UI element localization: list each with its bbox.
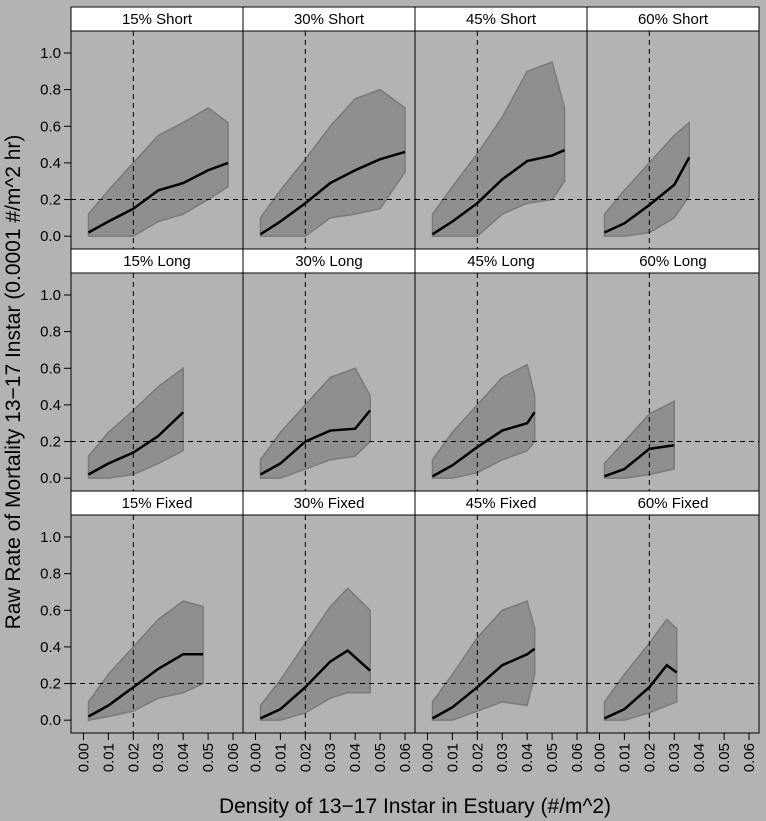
strip [70,6,244,32]
x-axis-label: Density of 13−17 Instar in Estuary (#/m^… [219,795,611,818]
y-tick-label: 0.8 [40,324,61,341]
y-tick-label: 1.0 [40,287,61,304]
x-tick-label: 0.04 [691,743,708,772]
strip-title: 30% Fixed [294,495,365,512]
strip-title: 45% Fixed [466,495,537,512]
smooth-line [604,443,675,478]
strip-title: 15% Fixed [122,495,193,512]
x-tick-label: 0.06 [397,743,414,772]
y-tick-label: 0.2 [40,434,61,451]
y-tick-label: 0.0 [40,228,61,245]
strip [586,6,760,32]
smooth-line [603,663,678,720]
x-tick-label: 0.00 [591,743,608,772]
strip [414,6,588,32]
y-tick-label: 0.0 [40,470,61,487]
strip [242,248,416,274]
x-tick-label: 0.03 [494,743,511,772]
x-tick-label: 0.00 [75,743,92,772]
smooth-line [259,649,371,720]
x-tick-label: 0.04 [175,743,192,772]
observation-cloud [259,88,406,237]
x-tick-label: 0.03 [150,743,167,772]
observation-cloud [87,600,204,722]
strip-title: 15% Long [123,253,191,270]
x-tick-label: 0.00 [419,743,436,772]
x-tick-label: 0.02 [469,743,486,772]
strip-title: 15% Short [122,11,193,28]
observation-cloud [431,600,536,721]
y-tick-label: 0.2 [40,676,61,693]
y-tick-label: 0.6 [40,118,61,135]
smooth-line [259,150,406,236]
y-tick-label: 0.0 [40,712,61,729]
observation-cloud [603,400,675,479]
strip [586,248,760,274]
strip-title: 60% Long [639,253,707,270]
y-tick-label: 0.8 [40,82,61,99]
strip-title: 45% Short [466,11,537,28]
x-tick-label: 0.05 [716,743,733,772]
y-tick-label: 1.0 [40,529,61,546]
observation-cloud [603,120,690,237]
observation-cloud [87,107,229,237]
x-tick-label: 0.03 [666,743,683,772]
y-axis-label: Raw Rate of Mortality 13−17 Instar (0.00… [2,135,25,630]
x-tick-label: 0.01 [616,743,633,772]
strip [414,490,588,516]
x-tick-label: 0.05 [544,743,561,772]
strip [242,490,416,516]
smooth-line [87,161,229,234]
y-tick-label: 0.4 [40,397,61,414]
smooth-line [603,156,691,234]
strip [414,248,588,274]
strip-title: 30% Short [294,11,365,28]
x-tick-label: 0.05 [372,743,389,772]
observation-cloud [87,366,184,479]
x-tick-label: 0.01 [444,743,461,772]
strip-title: 30% Long [295,253,363,270]
y-tick-label: 0.4 [40,155,61,172]
strip-title: 60% Short [638,11,709,28]
x-tick-label: 0.02 [297,743,314,772]
smooth-line [87,411,185,476]
observation-cloud [603,618,678,721]
y-tick-label: 0.2 [40,192,61,209]
x-tick-label: 0.06 [569,743,586,772]
x-tick-label: 0.06 [741,743,758,772]
x-tick-label: 0.04 [519,743,536,772]
smooth-line [431,148,566,236]
x-tick-label: 0.02 [125,743,142,772]
y-tick-label: 0.6 [40,602,61,619]
x-tick-label: 0.00 [247,743,264,772]
x-tick-label: 0.05 [200,743,217,772]
x-tick-label: 0.01 [100,743,117,772]
y-tick-label: 0.8 [40,566,61,583]
y-tick-label: 1.0 [40,45,61,62]
strip [586,490,760,516]
strip [70,490,244,516]
smooth-line [431,647,536,720]
x-tick-label: 0.06 [225,743,242,772]
smooth-line [431,411,536,478]
y-tick-label: 0.4 [40,639,61,656]
x-tick-label: 0.01 [272,743,289,772]
strip [70,248,244,274]
smooth-line [259,409,372,476]
observation-cloud [431,61,566,237]
y-tick-label: 0.6 [40,360,61,377]
strip-title: 60% Fixed [638,495,709,512]
strip-title: 45% Long [467,253,535,270]
x-tick-label: 0.03 [322,743,339,772]
smooth-line [87,652,204,718]
x-tick-label: 0.02 [641,743,658,772]
x-tick-label: 0.04 [347,743,364,772]
